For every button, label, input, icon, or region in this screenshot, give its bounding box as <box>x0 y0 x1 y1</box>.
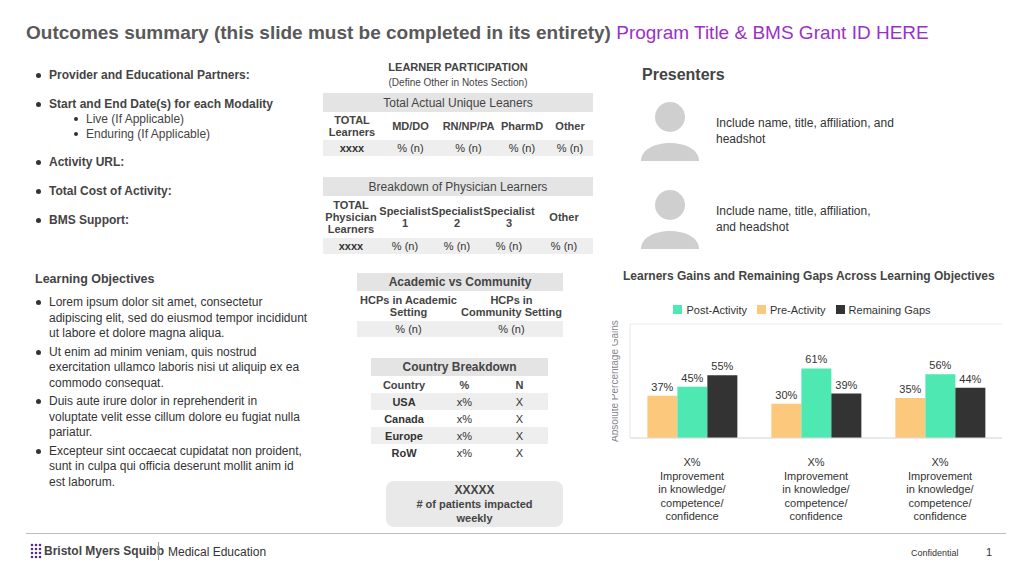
html-text:Canada: Canada <box>384 412 424 425</box>
html-text:Country: Country <box>382 378 426 391</box>
html-text:Specialist 1: Specialist 1 <box>379 205 431 229</box>
html-text:N: N <box>515 378 524 391</box>
html-text:X: X <box>515 412 524 425</box>
html-text:% (n): % (n) <box>508 142 536 154</box>
svg-text:37%: 37% <box>651 381 673 393</box>
html-text:headshot: headshot <box>716 132 766 146</box>
html-text:Start and End Date(s) for each: Start and End Date(s) for each Modality <box>49 97 273 111</box>
html-text:Outcomes summary (this slide m: Outcomes summary (this slide must be com… <box>26 22 929 43</box>
html-text:Include name, title, affiliati: Include name, title, affiliation, <box>716 204 871 218</box>
html-text:Learning Objectives: Learning Objectives <box>35 272 155 286</box>
html-text:% (n): % (n) <box>443 240 471 252</box>
html-text:x%: x% <box>456 412 473 425</box>
html-text:USA: USA <box>392 395 416 408</box>
svg-text:44%: 44% <box>959 373 981 385</box>
html-text:Presenters: Presenters <box>642 66 725 83</box>
html-text:Academic vs Community: Academic vs Community <box>388 275 532 289</box>
svg-text:35%: 35% <box>899 383 921 395</box>
html-text:HCPs in Community Setting: HCPs in Community Setting <box>461 294 562 318</box>
html-text:% (n): % (n) <box>498 323 525 335</box>
svg-text:X%Improvementin knowledge/comp: X%Improvementin knowledge/competence/con… <box>658 456 726 522</box>
html-text:HCPs in Academic Setting: HCPs in Academic Setting <box>360 294 457 318</box>
html-text:% (n): % (n) <box>455 142 482 154</box>
html-text:Learners Gains and Remaining G: Learners Gains and Remaining Gaps Across… <box>623 269 995 283</box>
svg-text:56%: 56% <box>929 359 951 371</box>
html-text:BMS Support:: BMS Support: <box>49 213 129 227</box>
svg-text:X%Improvementin knowledge/comp: X%Improvementin knowledge/competence/con… <box>782 456 850 522</box>
html-text:Remaining Gaps: Remaining Gaps <box>848 304 931 316</box>
html-text:and headshot: and headshot <box>716 220 789 234</box>
html-text:Total Actual Unique Leaners: Total Actual Unique Leaners <box>383 95 533 110</box>
html-text:Total Cost of Activity:: Total Cost of Activity: <box>49 184 172 198</box>
svg-text:Absolute Percentage Gains: Absolute Percentage Gains <box>612 320 620 442</box>
svg-text:61%: 61% <box>805 353 827 365</box>
html-text:Other: Other <box>555 120 585 132</box>
svg-text:30%: 30% <box>775 389 797 401</box>
html-text:XXXXX: XXXXX <box>454 483 495 497</box>
html-text:Excepteur sint occaecat cupida: Excepteur sint occaecat cupidatat non pr… <box>49 443 302 489</box>
html-text:Post-Activity: Post-Activity <box>686 304 747 316</box>
svg-text:55%: 55% <box>711 360 733 372</box>
html-text:Activity URL:: Activity URL: <box>49 155 125 169</box>
html-text:RoW: RoW <box>391 446 417 459</box>
html-text:x%: x% <box>456 395 473 408</box>
html-text:Pre-Activity: Pre-Activity <box>770 304 826 316</box>
html-text:LEARNER PARTICIPATION: LEARNER PARTICIPATION <box>388 61 528 73</box>
html-text:% (n): % (n) <box>550 240 578 252</box>
html-text:Specialist 3: Specialist 3 <box>483 205 535 229</box>
html-text:(Define Other in Notes Section: (Define Other in Notes Section) <box>388 77 528 88</box>
html-text:Bristol Myers Squibb Medical E: Bristol Myers Squibb Medical Education <box>44 544 267 559</box>
html-text:Breakdown of Physician Learner: Breakdown of Physician Learners <box>368 179 548 194</box>
html-text:Lorem ipsum dolor sit amet, co: Lorem ipsum dolor sit amet, consectetur … <box>49 295 308 340</box>
svg-text:39%: 39% <box>835 379 857 391</box>
html-text:xxxx: xxxx <box>339 142 365 154</box>
html-text:xxxx: xxxx <box>338 240 364 252</box>
html-text:Europe: Europe <box>385 429 423 442</box>
html-text:TOTAL Learners: TOTAL Learners <box>328 114 376 138</box>
html-text:Other: Other <box>549 211 579 223</box>
html-text:X: X <box>515 395 524 408</box>
html-text:X: X <box>515 446 524 459</box>
html-text:x%: x% <box>456 429 473 442</box>
html-text:% (n): % (n) <box>556 142 584 154</box>
html-text:Live (If Applicable): Live (If Applicable) <box>86 112 185 126</box>
html-text:X: X <box>515 429 524 442</box>
html-text:Enduring (If Applicable): Enduring (If Applicable) <box>86 127 211 141</box>
html-text:% (n): % (n) <box>395 323 422 335</box>
html-text:PharmD: PharmD <box>500 120 544 132</box>
html-text:MD/DO: MD/DO <box>392 120 429 132</box>
html-text:Specialist 2: Specialist 2 <box>431 205 483 229</box>
html-text:Ut enim ad minim veniam, quis: Ut enim ad minim veniam, quis nostrud ex… <box>49 344 300 390</box>
html-text:x%: x% <box>456 446 473 459</box>
svg-text:X%Improvementin knowledge/comp: X%Improvementin knowledge/competence/con… <box>906 456 974 522</box>
html-text:RN/NP/PA: RN/NP/PA <box>442 120 495 132</box>
svg-text:45%: 45% <box>681 372 703 384</box>
html-text:Country Breakdown: Country Breakdown <box>402 360 517 374</box>
html-text:Include name, title, affiliati: Include name, title, affiliation, and <box>716 116 894 130</box>
html-text:TOTAL Physician Learners: TOTAL Physician Learners <box>325 199 377 235</box>
html-text:% (n): % (n) <box>391 240 419 252</box>
html-text:% (n): % (n) <box>495 240 523 252</box>
html-text:1: 1 <box>986 546 993 558</box>
html-text:Duis aute irure dolor in repre: Duis aute irure dolor in reprehenderit i… <box>49 394 300 439</box>
html-text:Provider and Educational Partn: Provider and Educational Partners: <box>49 68 250 82</box>
html-text:Confidential: Confidential <box>911 548 959 558</box>
html-text:# of patients impacted weekly: # of patients impacted weekly <box>416 498 533 524</box>
html-text:% (n): % (n) <box>397 142 424 154</box>
